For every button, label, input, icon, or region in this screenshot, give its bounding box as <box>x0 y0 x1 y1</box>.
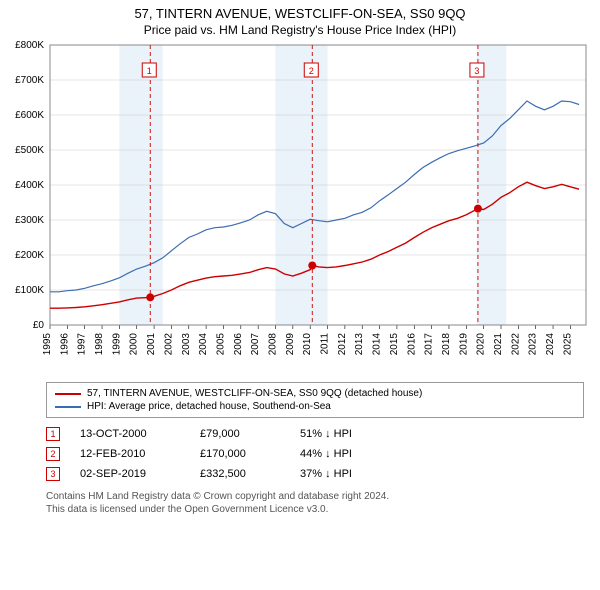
event-row: 3 02-SEP-2019 £332,500 37% ↓ HPI <box>46 464 584 484</box>
svg-text:2018: 2018 <box>441 333 452 356</box>
svg-text:£0: £0 <box>33 320 45 331</box>
svg-text:2009: 2009 <box>285 333 296 356</box>
svg-text:2002: 2002 <box>163 333 174 356</box>
event-marker: 1 <box>46 427 60 441</box>
svg-text:2022: 2022 <box>510 333 521 356</box>
svg-text:2001: 2001 <box>146 333 157 356</box>
event-date: 02-SEP-2019 <box>80 468 180 480</box>
svg-text:2023: 2023 <box>528 333 539 356</box>
svg-text:2016: 2016 <box>406 333 417 356</box>
event-date: 13-OCT-2000 <box>80 428 180 440</box>
svg-text:2005: 2005 <box>215 333 226 356</box>
svg-text:£500K: £500K <box>15 145 44 156</box>
svg-text:£400K: £400K <box>15 180 44 191</box>
svg-text:£300K: £300K <box>15 215 44 226</box>
svg-text:£700K: £700K <box>15 75 44 86</box>
footer-line: Contains HM Land Registry data © Crown c… <box>46 490 584 503</box>
event-price: £170,000 <box>200 448 280 460</box>
svg-text:2020: 2020 <box>476 333 487 356</box>
svg-text:£200K: £200K <box>15 250 44 261</box>
svg-text:2007: 2007 <box>250 333 261 356</box>
page-title: 57, TINTERN AVENUE, WESTCLIFF-ON-SEA, SS… <box>6 6 594 21</box>
legend-item: 57, TINTERN AVENUE, WESTCLIFF-ON-SEA, SS… <box>55 387 575 400</box>
legend-swatch <box>55 406 81 408</box>
event-row: 2 12-FEB-2010 £170,000 44% ↓ HPI <box>46 444 584 464</box>
page-subtitle: Price paid vs. HM Land Registry's House … <box>6 23 594 37</box>
event-table: 1 13-OCT-2000 £79,000 51% ↓ HPI 2 12-FEB-2010… <box>46 424 584 484</box>
svg-text:1998: 1998 <box>94 333 105 356</box>
svg-text:2013: 2013 <box>354 333 365 356</box>
price-chart: £0 £100K £200K £300K £400K £500K £600K £700K £80… <box>6 41 594 374</box>
svg-text:2017: 2017 <box>424 333 435 356</box>
svg-text:1997: 1997 <box>77 333 88 356</box>
svg-text:£800K: £800K <box>15 41 44 51</box>
svg-text:2011: 2011 <box>320 333 331 355</box>
svg-text:2012: 2012 <box>337 333 348 356</box>
event-row: 1 13-OCT-2000 £79,000 51% ↓ HPI <box>46 424 584 444</box>
svg-text:£100K: £100K <box>15 285 44 296</box>
footer-attribution: Contains HM Land Registry data © Crown c… <box>46 490 584 516</box>
svg-text:1: 1 <box>147 66 152 76</box>
svg-text:2015: 2015 <box>389 333 400 356</box>
svg-text:2006: 2006 <box>233 333 244 356</box>
event-price: £79,000 <box>200 428 280 440</box>
svg-text:2008: 2008 <box>268 333 279 356</box>
event-delta: 44% ↓ HPI <box>300 448 390 460</box>
svg-text:2003: 2003 <box>181 333 192 356</box>
svg-text:1999: 1999 <box>111 333 122 356</box>
svg-text:1995: 1995 <box>42 333 53 356</box>
legend-swatch <box>55 393 81 395</box>
event-marker: 2 <box>46 447 60 461</box>
svg-text:2: 2 <box>309 66 314 76</box>
event-marker: 3 <box>46 467 60 481</box>
svg-text:2004: 2004 <box>198 333 209 356</box>
event-date: 12-FEB-2010 <box>80 448 180 460</box>
legend: 57, TINTERN AVENUE, WESTCLIFF-ON-SEA, SS… <box>46 382 584 418</box>
svg-text:1996: 1996 <box>59 333 70 356</box>
event-price: £332,500 <box>200 468 280 480</box>
svg-text:2021: 2021 <box>493 333 504 356</box>
svg-text:£600K: £600K <box>15 110 44 121</box>
event-delta: 51% ↓ HPI <box>300 428 390 440</box>
chart-svg: £0 £100K £200K £300K £400K £500K £600K £700K £80… <box>6 41 594 371</box>
footer-line: This data is licensed under the Open Gov… <box>46 503 584 516</box>
legend-label: HPI: Average price, detached house, Sout… <box>87 401 331 412</box>
svg-text:2000: 2000 <box>129 333 140 356</box>
legend-item: HPI: Average price, detached house, Sout… <box>55 400 575 413</box>
svg-text:2014: 2014 <box>372 333 383 356</box>
event-delta: 37% ↓ HPI <box>300 468 390 480</box>
svg-text:2010: 2010 <box>302 333 313 356</box>
legend-label: 57, TINTERN AVENUE, WESTCLIFF-ON-SEA, SS… <box>87 388 422 399</box>
svg-text:2024: 2024 <box>545 333 556 356</box>
svg-text:3: 3 <box>474 66 479 76</box>
svg-text:2019: 2019 <box>458 333 469 356</box>
svg-text:2025: 2025 <box>562 333 573 356</box>
